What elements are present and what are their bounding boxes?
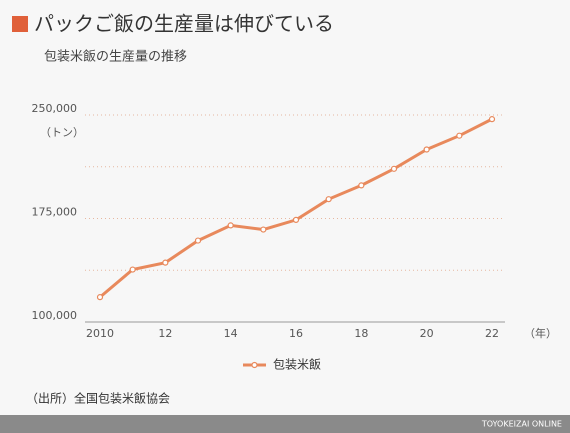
brand: TOYOKEIZAI ONLINE: [481, 420, 562, 429]
data-point: [390, 165, 398, 172]
y-tick-label: 250,000: [32, 102, 78, 115]
data-point: [488, 116, 496, 123]
y-tick-label: 175,000: [32, 206, 78, 219]
x-unit: （年）: [524, 326, 557, 340]
chart-title: パックご飯の生産量は伸びている: [34, 12, 334, 36]
x-tick-label: 18: [354, 327, 368, 340]
data-point: [194, 237, 202, 244]
data-point: [292, 216, 300, 223]
data-point: [227, 222, 234, 229]
x-tick-label: 20: [420, 327, 434, 340]
footer-bar: [0, 415, 570, 433]
data-point: [456, 132, 463, 139]
x-tick-label: 2010: [86, 327, 114, 340]
data-point: [325, 196, 332, 203]
x-tick-label: 12: [158, 327, 172, 340]
data-point: [162, 259, 169, 266]
data-point: [423, 146, 430, 153]
y-unit: （トン）: [40, 126, 84, 139]
data-point: [260, 226, 267, 233]
title-marker: [12, 16, 28, 32]
y-tick-label: 100,000: [32, 309, 78, 322]
chart-subtitle: 包装米飯の生産量の推移: [44, 49, 187, 65]
legend-label: 包装米飯: [273, 357, 321, 372]
legend-marker: [251, 361, 258, 369]
source: （出所）全国包装米飯協会: [26, 391, 170, 406]
x-tick-label: 14: [224, 327, 238, 340]
x-tick-label: 22: [485, 327, 499, 340]
data-point: [96, 294, 104, 301]
x-tick-label: 16: [289, 327, 303, 340]
data-point: [358, 182, 365, 189]
data-point: [129, 266, 136, 273]
